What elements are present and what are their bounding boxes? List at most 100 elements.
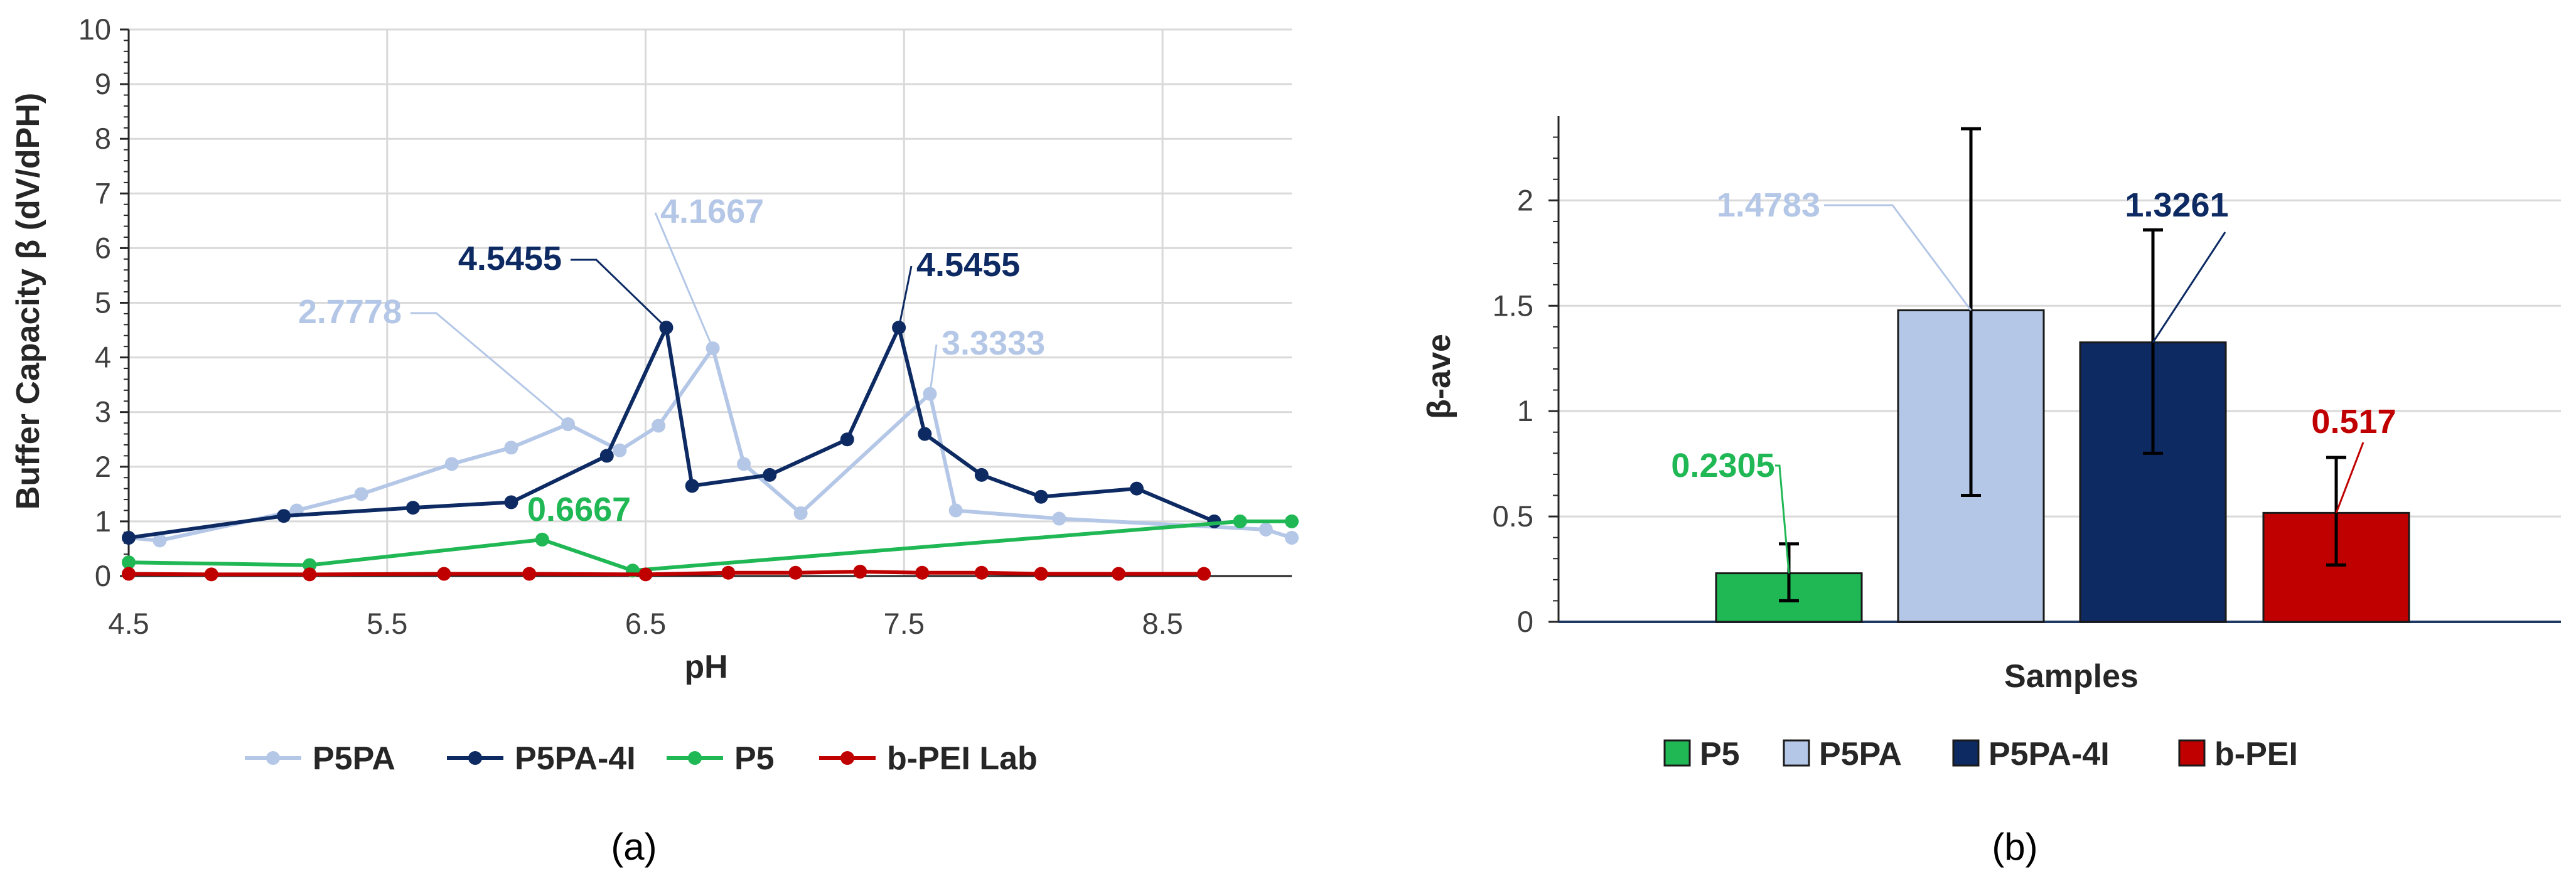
legend-label: P5PA	[1819, 736, 1902, 772]
line-chart-x-tick-labels: 4.5 5.5 6.5 7.5 8.5	[108, 607, 1183, 640]
y-tick-label-a: 1	[95, 505, 111, 538]
legend-marker	[266, 751, 280, 765]
series-point	[535, 532, 549, 547]
value-label-leader-line	[2335, 442, 2364, 513]
series-point	[1112, 567, 1126, 581]
legend-label: P5PA-4I	[1988, 736, 2110, 772]
y-tick-label-b: 1.5	[1493, 289, 1533, 322]
value-label-p5pa-4i: 1.3261	[2125, 186, 2228, 224]
bar-chart-bars	[1715, 309, 2410, 623]
y-tick-label-a: 4	[95, 341, 111, 374]
series-point	[504, 495, 518, 510]
line-chart-y-tick-labels: 0 1 2 3 4 5 6 7 8 9 10	[78, 13, 111, 592]
series-point	[122, 555, 136, 570]
x-axis-title-b: Samples	[2004, 658, 2139, 695]
y-axis-title-a: Buffer Capacity β (dV/dPH)	[10, 93, 46, 510]
series-point	[1258, 522, 1273, 537]
series-point	[948, 503, 963, 518]
data-label-a: 4.5455	[916, 246, 1020, 284]
value-label-leader-line	[1775, 464, 1790, 574]
series-point	[1052, 511, 1066, 526]
bar-chart-panel-b: 0 0.5 1 1.5 2 0.2305 1.4783 1.3261 0.517 Sample…	[1421, 116, 2561, 868]
y-tick-label-a: 0	[95, 559, 111, 592]
y-tick-label-a: 7	[95, 176, 111, 210]
series-point	[405, 501, 420, 515]
data-label-leader-line	[571, 259, 667, 329]
x-tick-label-a: 7.5	[884, 607, 925, 640]
legend-swatch	[1783, 739, 1810, 767]
bar-chart-value-labels: 0.2305 1.4783 1.3261 0.517	[1671, 186, 2396, 574]
value-label-b-pei: 0.517	[2311, 403, 2396, 440]
series-point	[685, 479, 699, 493]
series-line	[128, 519, 1292, 573]
x-tick-label-a: 8.5	[1142, 607, 1183, 640]
line-chart-panel-a: 4.5 5.5 6.5 7.5 8.5 0 1 2 3 4 5 6 7 8 9 10 2.7778 4.166…	[10, 13, 1299, 868]
data-label-a: 3.3333	[942, 324, 1045, 362]
value-label-p5: 0.2305	[1671, 447, 1774, 484]
y-tick-label-a: 8	[95, 122, 111, 155]
legend-label: b-PEI	[2214, 736, 2298, 772]
series-point	[153, 533, 167, 548]
value-label-p5pa: 1.4783	[1717, 186, 1820, 224]
y-axis-title-b: β-ave	[1421, 334, 1457, 419]
value-label-leader-line	[2152, 232, 2226, 343]
series-point	[918, 427, 932, 441]
series-point	[204, 567, 218, 582]
series-point	[277, 509, 291, 523]
series-point	[122, 567, 136, 581]
y-tick-label-b: 0	[1517, 605, 1533, 638]
series-point	[522, 567, 537, 581]
data-label-a: 4.1667	[660, 193, 764, 230]
legend-label: P5	[734, 740, 775, 777]
legend-label: P5	[1700, 736, 1740, 772]
series-point	[303, 567, 317, 582]
series-point	[974, 467, 989, 482]
series-point	[853, 565, 867, 579]
data-label-a: 0.6667	[527, 491, 631, 528]
series-b-pei-lab	[122, 565, 1211, 582]
series-point	[444, 457, 459, 471]
legend-swatch	[1952, 739, 1980, 767]
series-point	[974, 565, 989, 580]
series-point	[840, 432, 854, 447]
series-point	[437, 567, 451, 581]
x-axis-title-a: pH	[684, 649, 727, 685]
y-tick-label-a: 2	[95, 450, 111, 483]
legend-marker	[688, 751, 702, 765]
data-label-leader-line	[898, 265, 913, 328]
legend-label: P5PA	[313, 740, 395, 777]
y-tick-label-a: 3	[95, 395, 111, 429]
series-point	[1034, 489, 1048, 504]
series-point	[1034, 567, 1048, 581]
y-tick-label-b: 1	[1517, 394, 1533, 427]
series-point	[638, 567, 653, 582]
data-label-leader-line	[929, 344, 938, 394]
data-label-leader-line	[411, 312, 569, 425]
legend-marker	[840, 751, 854, 765]
series-p5pa	[122, 341, 1299, 548]
legend-swatch	[1663, 739, 1691, 767]
series-p5pa-4i	[122, 321, 1221, 545]
series-point	[652, 419, 666, 433]
y-tick-label-a: 9	[95, 67, 111, 100]
y-tick-label-b: 2	[1517, 183, 1533, 216]
series-line	[128, 570, 1204, 577]
data-label-leader-line	[654, 212, 714, 349]
x-tick-label-a: 5.5	[367, 607, 407, 640]
series-point	[1129, 481, 1144, 496]
legend-swatch	[2178, 739, 2206, 767]
line-chart-series	[122, 321, 1299, 582]
line-chart-legend: P5PA P5PA-4I P5 b-PEI Lab	[245, 740, 1038, 777]
bar-chart-error-bars	[1779, 127, 2346, 602]
y-tick-label-a: 10	[78, 13, 111, 46]
series-point	[788, 565, 803, 580]
legend-marker	[468, 751, 482, 765]
panel-label-b: (b)	[1992, 826, 2037, 868]
data-label-a: 4.5455	[458, 240, 562, 277]
y-tick-label-a: 5	[95, 286, 111, 319]
series-point	[737, 457, 751, 471]
series-point	[793, 506, 808, 520]
series-point	[504, 440, 518, 455]
series-point	[1196, 567, 1211, 581]
